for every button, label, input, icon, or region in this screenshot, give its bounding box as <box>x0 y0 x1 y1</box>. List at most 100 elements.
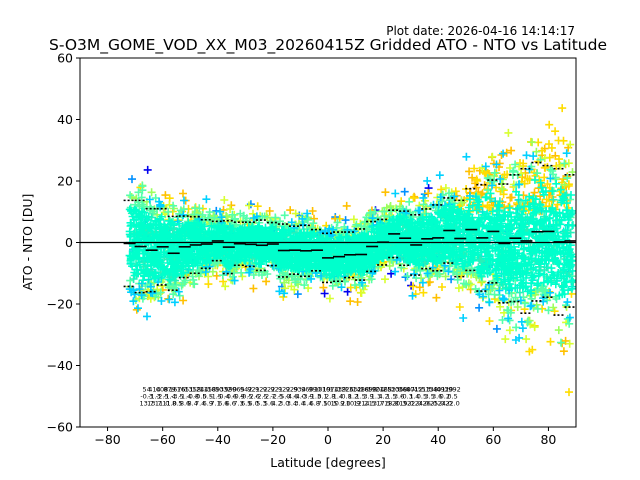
bin-mean-label: -3.5 <box>171 393 184 401</box>
bin-mean-label: -2.5 <box>270 393 283 401</box>
bin-mean-label: 3.9 <box>363 393 373 401</box>
bin-count-label: 1488 <box>353 386 370 394</box>
bin-mean-label: -5.0 <box>278 393 291 401</box>
y-tick-label: 60 <box>57 51 73 66</box>
bin-std-label: 6.0 <box>248 399 258 407</box>
bin-count-label: 929 <box>286 386 298 394</box>
bin-count-label: 608 <box>156 386 168 394</box>
x-tick-label: 80 <box>540 432 556 447</box>
bin-count-label: 1158 <box>200 386 217 394</box>
x-axis-ticks: −80 −60 −40 −20 0 20 40 60 80 <box>94 427 556 447</box>
bin-std-label: 7.5 <box>317 399 327 407</box>
bin-std-label: 8.4 <box>188 399 198 407</box>
bin-count-label: 921 <box>271 386 283 394</box>
bin-std-label: 6.6 <box>226 399 236 407</box>
bin-std-label: 8.5 <box>172 399 182 407</box>
bin-mean-label: -0.3 <box>140 393 153 401</box>
bin-count-label: 1332 <box>345 386 362 394</box>
bin-std-label: 6.5 <box>241 399 251 407</box>
bin-std-label: 19.0 <box>399 399 413 407</box>
bin-std-label: 24.0 <box>438 399 452 407</box>
bin-std-label: 14.5 <box>361 399 375 407</box>
y-axis-ticks: −60 −40 −20 0 20 40 60 <box>47 51 80 435</box>
bin-count-label: 990 <box>309 386 321 394</box>
statistics-overlay <box>80 161 576 316</box>
bin-std-label: 3.4 <box>287 399 297 407</box>
y-axis-label: ATO - NTO [DU] <box>20 194 35 291</box>
bin-std-label: 4.4 <box>302 399 312 407</box>
y-tick-label: −20 <box>47 297 73 312</box>
bin-count-label: 922 <box>263 386 275 394</box>
bin-std-label: 13.7 <box>369 399 383 407</box>
bin-std-label: 5.3 <box>256 399 266 407</box>
bin-count-label: 921 <box>247 386 259 394</box>
bin-count-label: 990 <box>225 386 237 394</box>
bin-count-label: 1074 <box>322 386 339 394</box>
bin-std-label: 3.4 <box>294 399 304 407</box>
bin-count-label: 414 <box>148 386 160 394</box>
bin-mean-label: 1.4 <box>333 393 343 401</box>
y-tick-label: −40 <box>47 358 73 373</box>
bin-count-label: 1139 <box>330 386 347 394</box>
bin-mean-label: 0.1 <box>317 393 327 401</box>
bin-count-label: 4920 <box>437 386 454 394</box>
bin-std-label: 20.3 <box>392 399 406 407</box>
bin-mean-label: -1.4 <box>179 393 192 401</box>
bin-std-label: 6.9 <box>203 399 213 407</box>
bin-mean-label: -0.3 <box>400 393 413 401</box>
scatter-markers-series <box>125 149 574 344</box>
scatter-markers-series <box>125 175 576 300</box>
bin-count-label: 1226 <box>337 386 354 394</box>
bin-mean-label: 0.5 <box>203 393 213 401</box>
bin-std-label: 7.1 <box>210 399 220 407</box>
bin-mean-label: -0.6 <box>224 393 237 401</box>
bin-mean-label: 3.6 <box>394 393 404 401</box>
bin-mean-label: 3.5 <box>425 393 435 401</box>
bin-count-label: 1019 <box>314 386 331 394</box>
bin-mean-label: -1.5 <box>209 393 222 401</box>
bin-std-label: 18.8 <box>384 399 398 407</box>
bin-std-label: 3.0 <box>279 399 289 407</box>
bin-count-label: 5138 <box>421 386 438 394</box>
x-tick-label: 40 <box>430 432 446 447</box>
bin-mean-label: 0.5 <box>447 393 457 401</box>
bin-std-label: 13.7 <box>147 399 161 407</box>
bin-count-label: 4513 <box>414 386 431 394</box>
bin-std-label: 12.2 <box>354 399 368 407</box>
bin-count-label: 3992 <box>444 386 461 394</box>
bin-count-label: 1904 <box>368 386 385 394</box>
bin-count-label: 1032 <box>215 386 232 394</box>
x-tick-label: 0 <box>324 432 332 447</box>
bin-mean-label: 3.6 <box>432 393 442 401</box>
bin-mean-label: 0.5 <box>417 393 427 401</box>
x-tick-label: 60 <box>485 432 501 447</box>
bin-count-label: 3687 <box>398 386 415 394</box>
bin-mean-label: 1.5 <box>386 393 396 401</box>
bin-std-label: 24.0 <box>415 399 429 407</box>
bin-mean-label: -0.5 <box>194 393 207 401</box>
bin-std-label: 26.0 <box>422 399 436 407</box>
bin-mean-label: 4.2 <box>378 393 388 401</box>
chart-title: S-O3M_GOME_VOD_XX_M03_20260415Z Gridded … <box>49 36 607 55</box>
x-tick-label: 20 <box>375 432 391 447</box>
x-tick-label: −60 <box>149 432 175 447</box>
bin-std-label: 25.0 <box>430 399 444 407</box>
bin-std-label: 10.2 <box>331 399 345 407</box>
bin-mean-label: -2.7 <box>263 393 276 401</box>
x-tick-label: −20 <box>260 432 286 447</box>
bin-count-label: 922 <box>255 386 267 394</box>
bin-std-label: 6.8 <box>310 399 320 407</box>
bin-mean-label: -0.8 <box>186 393 199 401</box>
bin-std-label: 11.0 <box>162 399 176 407</box>
y-tick-label: −60 <box>47 420 73 435</box>
bin-mean-label: -2.6 <box>247 393 260 401</box>
plot-date: Plot date: 2026-04-16 14:14:17 <box>386 24 575 38</box>
bin-std-label: 22.0 <box>407 399 421 407</box>
bin-count-label: 1676 <box>169 386 186 394</box>
bin-mean-label: 2.8 <box>325 393 335 401</box>
bin-count-label: 965 <box>232 386 244 394</box>
bin-std-label: 11.0 <box>155 399 169 407</box>
x-tick-label: −40 <box>205 432 231 447</box>
bin-mean-label: 0.2 <box>440 393 450 401</box>
